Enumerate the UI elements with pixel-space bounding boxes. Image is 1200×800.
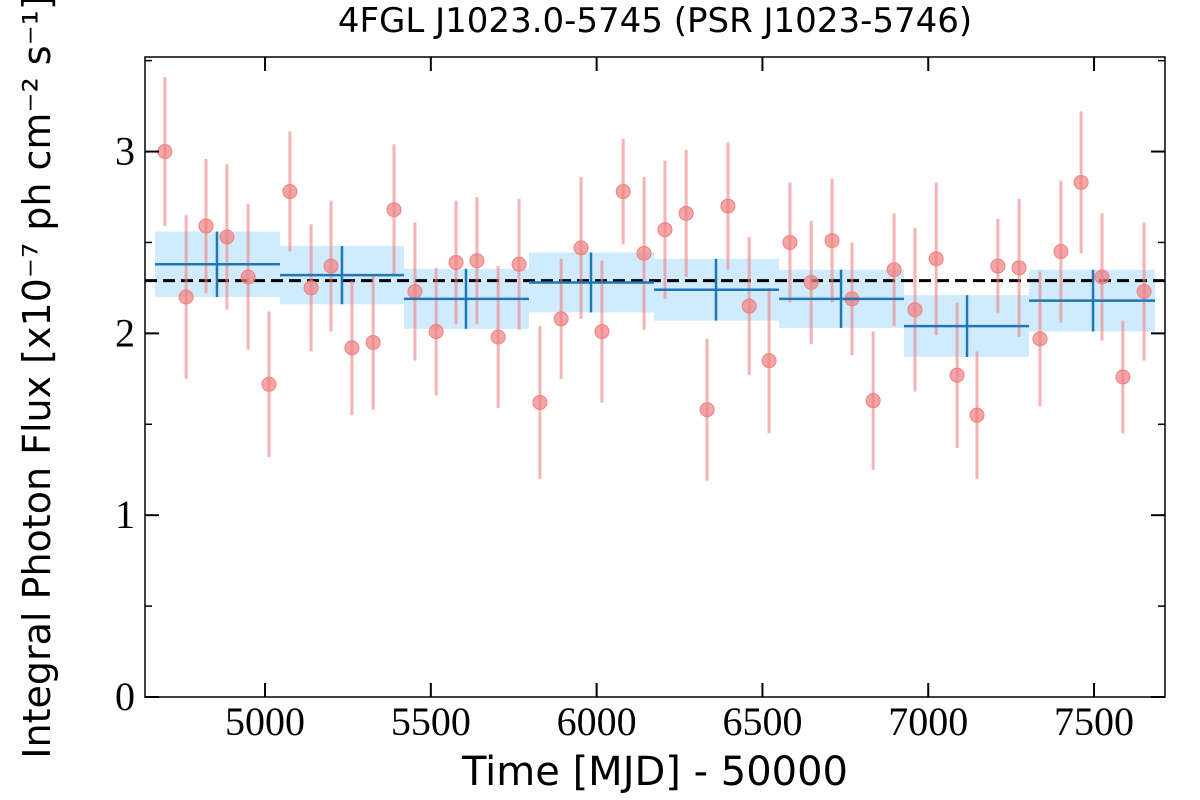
point	[594, 324, 610, 340]
point	[157, 144, 173, 160]
point	[386, 202, 402, 218]
point	[928, 251, 944, 267]
point	[699, 402, 715, 418]
point	[886, 262, 902, 278]
x-tick-label: 5000	[225, 699, 305, 744]
point	[657, 222, 673, 238]
point	[219, 229, 235, 245]
point	[573, 240, 589, 256]
point	[990, 258, 1006, 274]
point	[178, 289, 194, 305]
point	[1073, 174, 1089, 190]
point	[720, 198, 736, 214]
point	[261, 376, 277, 392]
point	[803, 274, 819, 290]
point	[1094, 269, 1110, 285]
point	[282, 184, 298, 200]
x-tick-label: 7000	[888, 699, 968, 744]
point	[490, 329, 506, 345]
point	[407, 284, 423, 300]
point	[907, 302, 923, 318]
point	[741, 298, 757, 314]
point	[323, 258, 339, 274]
chart-title: 4FGL J1023.0-5745 (PSR J1023-5746)	[338, 1, 972, 41]
point	[198, 218, 214, 234]
point	[1011, 260, 1027, 276]
point	[1032, 331, 1048, 347]
point	[636, 245, 652, 261]
y-tick-label: 0	[115, 674, 135, 719]
y-tick-label: 3	[115, 129, 135, 174]
point	[240, 269, 256, 285]
y-tick-label: 1	[115, 492, 135, 537]
point	[511, 256, 527, 272]
point	[761, 353, 777, 369]
point	[615, 184, 631, 200]
point	[782, 234, 798, 250]
point	[365, 334, 381, 350]
x-tick-label: 7500	[1054, 699, 1134, 744]
point	[303, 280, 319, 296]
y-axis-label: Integral Photon Flux [x10⁻⁷ ph cm⁻² s⁻¹]	[15, 0, 59, 759]
point	[532, 394, 548, 410]
y-tick-label: 2	[115, 310, 135, 355]
point	[1136, 284, 1152, 300]
plot-frame	[144, 56, 1166, 698]
point	[824, 233, 840, 249]
point	[1053, 244, 1069, 260]
point	[1115, 369, 1131, 385]
x-tick-label: 5500	[391, 699, 471, 744]
point	[969, 407, 985, 423]
point	[448, 254, 464, 270]
x-tick-label: 6000	[557, 699, 637, 744]
x-tick-label: 6500	[722, 699, 802, 744]
point	[553, 311, 569, 327]
x-axis-label: Time [MJD] - 50000	[461, 749, 848, 795]
point	[678, 205, 694, 221]
point	[865, 393, 881, 409]
point	[428, 324, 444, 340]
point	[949, 367, 965, 383]
point	[344, 340, 360, 356]
point	[469, 253, 485, 269]
